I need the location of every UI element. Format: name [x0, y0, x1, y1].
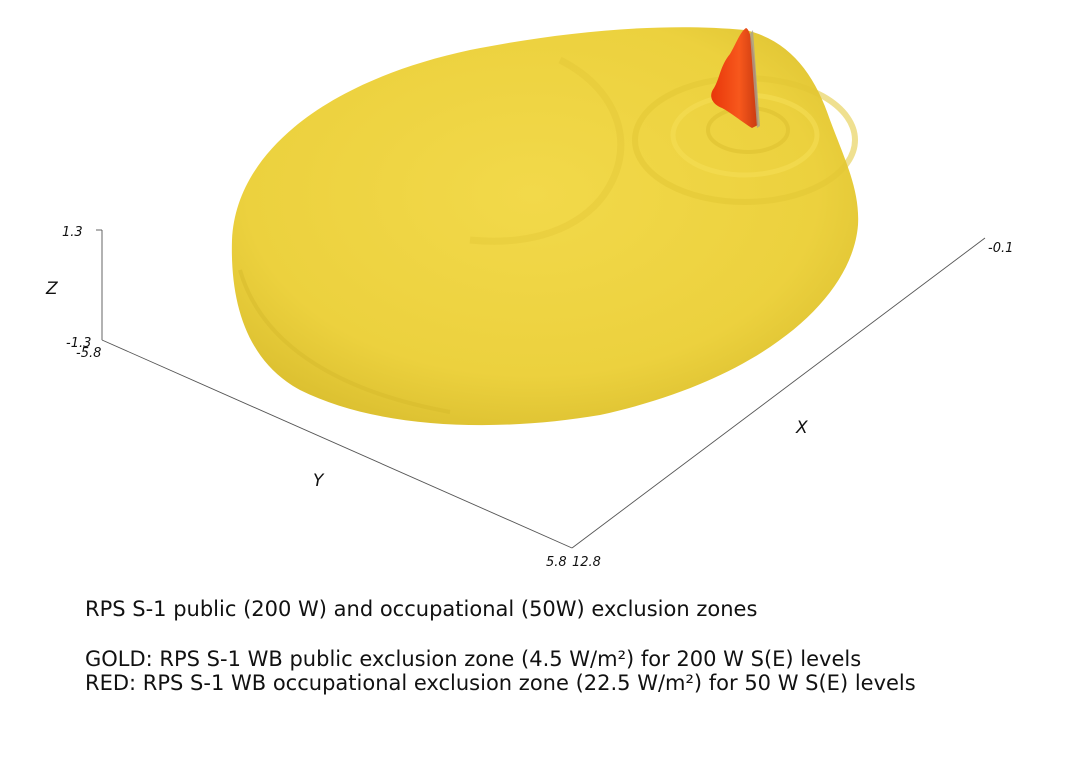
y-axis-max-label: 5.8 — [546, 555, 567, 570]
exclusion-zone-3d-view: 1.3 Z -1.3 -5.8 Y 5.8 12.8 X -0.1 — [45, 27, 1013, 570]
x-axis-max-label: 12.8 — [572, 555, 601, 570]
z-axis-title: Z — [45, 279, 58, 299]
z-axis-max-label: 1.3 — [62, 225, 83, 240]
caption-title: RPS S-1 public (200 W) and occupational … — [85, 597, 758, 621]
y-axis-min-label: -5.8 — [76, 346, 101, 361]
x-axis-line — [571, 237, 986, 549]
y-axis-line — [101, 339, 573, 549]
z-axis-min-label: -1.3 — [66, 336, 91, 351]
caption-red-legend: RED: RPS S-1 WB occupational exclusion z… — [85, 671, 916, 695]
y-axis-title: Y — [313, 471, 325, 491]
x-axis-title: X — [795, 418, 808, 438]
x-axis-min-label: -0.1 — [988, 241, 1013, 256]
axes-box — [96, 229, 986, 549]
caption-gold-legend: GOLD: RPS S-1 WB public exclusion zone (… — [85, 647, 862, 671]
gold-public-exclusion-zone — [231, 27, 859, 426]
red-occupational-exclusion-zone — [711, 28, 760, 128]
